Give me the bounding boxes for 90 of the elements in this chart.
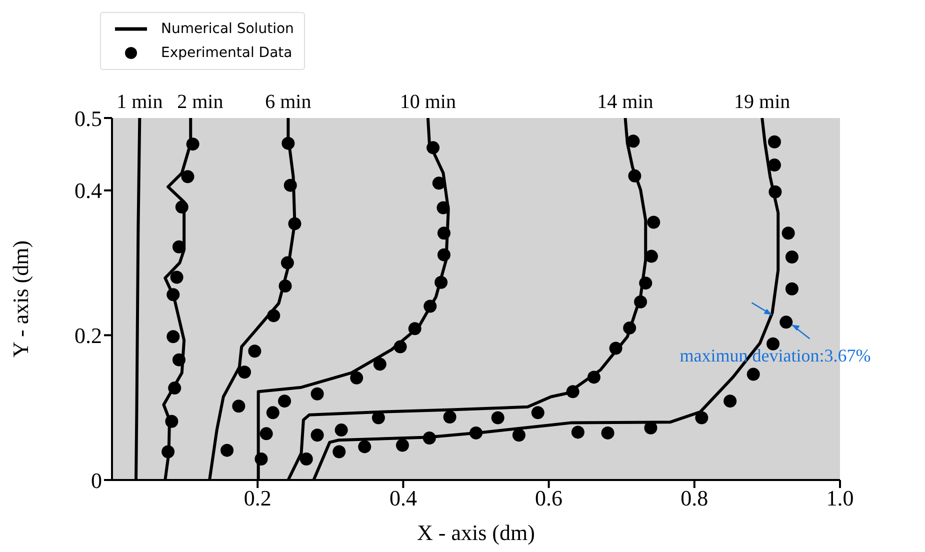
point — [165, 414, 178, 428]
point — [166, 330, 180, 344]
legend-label: Numerical Solution — [161, 21, 294, 37]
point — [288, 217, 302, 230]
y-axis-title: Y - axis (dm) — [8, 240, 33, 358]
point — [647, 216, 660, 229]
annotation: 10 min — [400, 91, 456, 113]
annotation: 2 min — [177, 91, 224, 113]
point — [601, 426, 614, 440]
point — [626, 134, 640, 148]
point — [609, 342, 622, 355]
point — [394, 340, 407, 354]
point — [768, 185, 782, 198]
point — [266, 406, 280, 420]
point — [175, 200, 188, 214]
x-tick-label: 0.6 — [535, 486, 563, 511]
point — [267, 309, 280, 322]
x-axis-title: X - axis (dm) — [417, 520, 535, 545]
point — [372, 411, 385, 424]
point — [162, 445, 175, 458]
point — [284, 178, 297, 192]
point — [437, 248, 450, 262]
y-tick-label: 0.2 — [74, 323, 102, 348]
point — [785, 250, 798, 264]
point — [373, 358, 386, 371]
point — [437, 226, 450, 240]
point — [170, 270, 184, 284]
point — [470, 426, 482, 440]
annotation: 19 min — [734, 91, 790, 113]
annotation: 14 min — [597, 91, 654, 113]
point — [426, 141, 440, 154]
point — [746, 368, 760, 381]
point — [220, 444, 234, 457]
point — [248, 344, 262, 358]
point — [350, 371, 364, 384]
point — [587, 370, 600, 384]
point — [780, 316, 793, 329]
point — [785, 282, 798, 296]
x-tick-label: 0.4 — [389, 486, 417, 511]
point — [260, 427, 273, 440]
point — [278, 279, 292, 292]
point — [358, 440, 372, 454]
point — [254, 452, 268, 466]
point — [278, 394, 292, 408]
y-tick-label: 0 — [91, 468, 102, 493]
annotation: 1 min — [116, 91, 163, 113]
point — [695, 411, 708, 424]
point — [280, 256, 294, 270]
point — [181, 170, 194, 184]
legend-label: Experimental Data — [161, 45, 292, 61]
point — [332, 445, 346, 458]
point — [491, 411, 504, 424]
point — [436, 201, 450, 214]
y-tick-label: 0.4 — [74, 178, 102, 204]
point — [768, 135, 781, 148]
point — [310, 387, 324, 400]
point — [432, 176, 446, 190]
point — [434, 276, 448, 289]
point — [531, 406, 544, 420]
point — [623, 321, 636, 334]
point — [168, 382, 182, 395]
point — [724, 394, 737, 408]
x-tick-label: 0.8 — [680, 486, 708, 511]
point — [396, 438, 409, 452]
point — [512, 428, 526, 442]
x-tick-label: 1.0 — [826, 486, 854, 511]
annotation: 6 min — [265, 91, 312, 113]
annotation: maximun deviation:3.67% — [680, 346, 871, 366]
point — [566, 385, 580, 398]
point — [634, 295, 648, 308]
point — [238, 366, 251, 379]
y-tick-label: 0.5 — [74, 106, 102, 131]
point — [571, 426, 584, 439]
point — [334, 424, 348, 437]
point — [310, 428, 324, 442]
point — [424, 300, 437, 313]
point — [166, 288, 180, 302]
point — [232, 400, 246, 413]
point — [300, 452, 313, 466]
point — [782, 226, 795, 240]
point — [282, 136, 295, 150]
x-tick-label: 0.2 — [244, 486, 272, 511]
point — [408, 322, 422, 336]
point — [186, 138, 200, 151]
point — [628, 169, 642, 182]
point — [639, 276, 652, 290]
point — [443, 410, 456, 424]
point — [422, 432, 436, 445]
point — [768, 158, 781, 172]
point — [172, 353, 186, 366]
